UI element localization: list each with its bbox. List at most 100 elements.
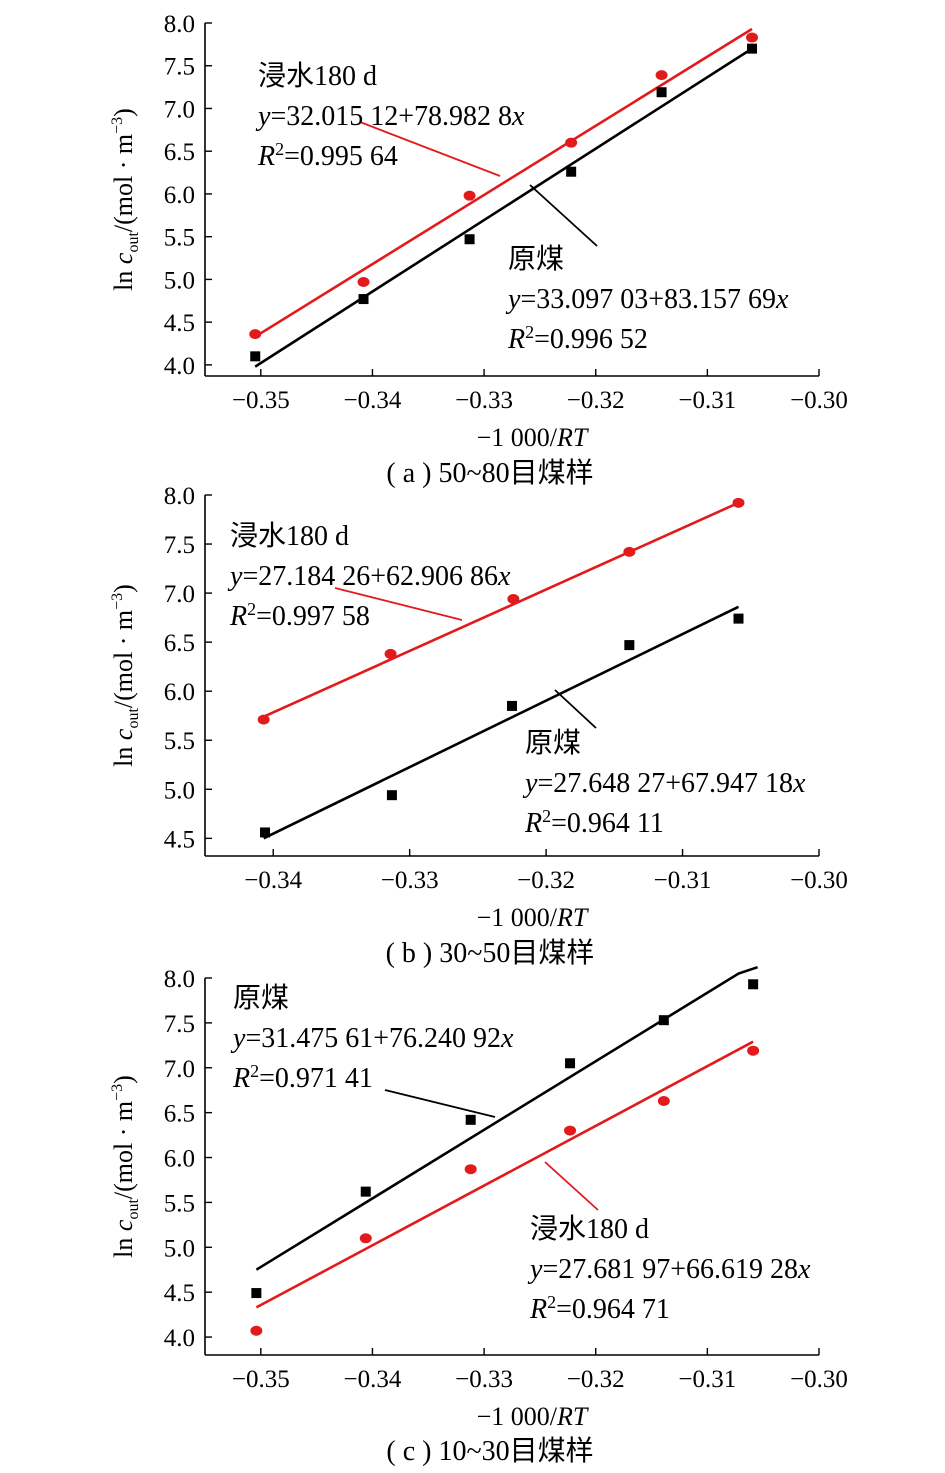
data-point-raw xyxy=(358,294,369,305)
x-tick-label: −0.32 xyxy=(567,387,625,414)
chart-caption: ( a ) 50~80目煤样 xyxy=(386,457,593,489)
x-axis-label-var: RT xyxy=(556,423,589,452)
x-axis-label-prefix: −1 000/ xyxy=(477,903,558,932)
data-point-raw xyxy=(250,351,261,362)
data-point-soaked xyxy=(565,137,578,148)
x-tick-label: −0.30 xyxy=(790,867,848,894)
series-name-soaked: 浸水180 d xyxy=(258,60,377,92)
equation-body: =32.015 12+78.982 8 xyxy=(270,101,512,132)
y-axis-label-var: c xyxy=(109,728,138,740)
annotation-leader-soaked xyxy=(359,121,501,177)
data-point-raw xyxy=(360,1186,371,1197)
y-tick-label: 7.5 xyxy=(164,532,195,559)
x-axis-label: −1 000/RT xyxy=(477,423,589,452)
equation-body: =27.184 26+62.906 86 xyxy=(242,561,498,592)
data-point-raw xyxy=(260,827,271,838)
equation-body: =31.475 61+76.240 92 xyxy=(245,1023,501,1054)
data-point-raw xyxy=(464,234,475,245)
fit-line-raw xyxy=(263,605,740,840)
data-point-raw xyxy=(658,1015,669,1026)
data-point-soaked xyxy=(655,70,668,81)
x-tick-label: −0.32 xyxy=(567,1366,625,1393)
fit-line-raw xyxy=(254,47,753,368)
y-axis-label-unit: /(mol · m xyxy=(109,134,138,232)
data-point-soaked xyxy=(250,1325,263,1336)
y-tick-label: 5.5 xyxy=(164,1190,195,1217)
x-tick-label: −0.34 xyxy=(244,867,302,894)
chart-caption: ( c ) 10~30目煤样 xyxy=(386,1435,593,1467)
data-point-raw xyxy=(507,700,517,711)
x-axis-label-prefix: −1 000/ xyxy=(477,1402,558,1431)
y-tick-label: 8.0 xyxy=(164,11,195,38)
r2-label: R xyxy=(524,808,542,839)
equation-body: =27.648 27+67.947 18 xyxy=(537,768,793,799)
series-name-raw: 原煤 xyxy=(525,727,581,759)
data-point-soaked xyxy=(507,593,520,604)
x-tick-label: −0.31 xyxy=(678,1366,736,1393)
data-point-soaked xyxy=(564,1125,577,1136)
chart-panel-b: 4.5 5.0 5.5 6.0 6.5 7.0 7.5 8.0 −0.34 −0.33 −0.32 −… xyxy=(109,483,848,969)
y-tick-label: 5.5 xyxy=(164,225,195,252)
data-point-soaked xyxy=(747,1045,760,1056)
equation-body: =27.681 97+66.619 28 xyxy=(542,1254,798,1285)
x-tick-label: −0.31 xyxy=(654,867,712,894)
r2-label: R xyxy=(257,141,275,172)
data-point-soaked xyxy=(384,648,397,659)
r2-value: =0.971 41 xyxy=(259,1063,373,1094)
y-axis-label-unit: /(mol · m xyxy=(109,610,138,708)
y-tick-label: 4.5 xyxy=(164,826,195,853)
y-tick-label: 5.0 xyxy=(164,1235,195,1262)
y-axis-label-close: ) xyxy=(109,108,138,117)
r2-label: R xyxy=(507,324,525,355)
r-squared-raw: R2=0.971 41 xyxy=(232,1061,373,1094)
fit-line-soaked xyxy=(254,27,753,338)
x-axis-label: −1 000/RT xyxy=(477,1402,589,1431)
y-tick-label: 5.5 xyxy=(164,728,195,755)
equation-y: y xyxy=(505,284,521,315)
y-axis-label-var: c xyxy=(109,252,138,264)
data-point-soaked xyxy=(357,276,370,287)
data-point-raw xyxy=(656,87,667,98)
y-tick-label: 6.5 xyxy=(164,630,195,657)
y-axis-label: ln cout/(mol · m−3) xyxy=(109,108,142,291)
fit-line-raw xyxy=(255,965,759,1271)
r2-sup: 2 xyxy=(275,139,284,159)
data-point-soaked xyxy=(732,497,745,508)
r2-sup: 2 xyxy=(247,599,256,619)
r2-label: R xyxy=(529,1294,547,1325)
data-point-soaked xyxy=(746,32,759,43)
y-axis-label-sup: −3 xyxy=(109,117,126,134)
data-point-soaked xyxy=(464,1164,477,1175)
r2-value: =0.996 52 xyxy=(534,324,648,355)
data-point-raw xyxy=(733,613,744,624)
y-axis-label: ln cout/(mol · m−3) xyxy=(109,1075,142,1258)
y-tick-label: 6.5 xyxy=(164,139,195,166)
y-tick-label: 7.0 xyxy=(164,1056,195,1083)
y-tick-label: 7.0 xyxy=(164,96,195,123)
fit-equation-raw: y=33.097 03+83.157 69x xyxy=(505,284,789,315)
x-tick-label: −0.33 xyxy=(381,867,439,894)
r2-value: =0.995 64 xyxy=(284,141,398,172)
equation-x: x xyxy=(497,561,511,592)
x-axis-label-var: RT xyxy=(556,903,589,932)
x-tick-label: −0.35 xyxy=(232,387,290,414)
r2-sup: 2 xyxy=(525,322,534,342)
r2-value: =0.997 58 xyxy=(256,601,370,632)
fit-equation-soaked: y=32.015 12+78.982 8x xyxy=(255,101,525,132)
equation-x: x xyxy=(792,768,806,799)
equation-y: y xyxy=(527,1254,543,1285)
x-axis-label: −1 000/RT xyxy=(477,903,589,932)
r2-sup: 2 xyxy=(542,806,551,826)
x-tick-label: −0.32 xyxy=(517,867,575,894)
y-tick-label: 4.5 xyxy=(164,310,195,337)
y-axis-label-sup: −3 xyxy=(109,1084,126,1101)
equation-x: x xyxy=(797,1254,811,1285)
y-tick-label: 6.0 xyxy=(164,1146,195,1173)
y-tick-label: 4.5 xyxy=(164,1280,195,1307)
r2-label: R xyxy=(229,601,247,632)
equation-x: x xyxy=(500,1023,514,1054)
data-point-soaked xyxy=(249,329,262,340)
r2-sup: 2 xyxy=(547,1292,556,1312)
data-point-raw xyxy=(565,1058,576,1069)
